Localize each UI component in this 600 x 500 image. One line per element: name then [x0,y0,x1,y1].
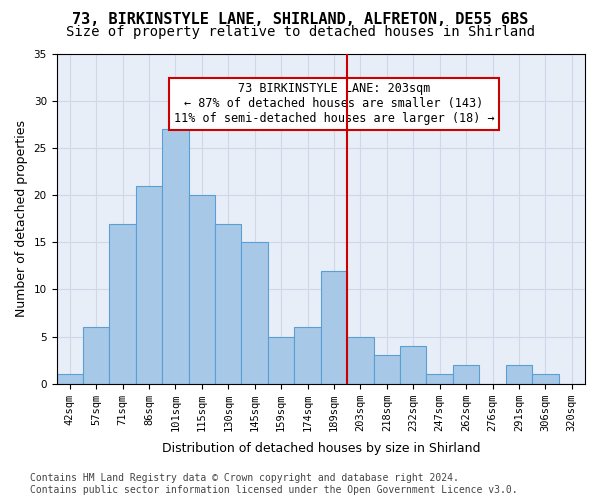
Bar [136,186,162,384]
Bar [532,374,559,384]
Bar [109,224,136,384]
Text: 73 BIRKINSTYLE LANE: 203sqm
← 87% of detached houses are smaller (143)
11% of se: 73 BIRKINSTYLE LANE: 203sqm ← 87% of det… [173,82,494,126]
Text: 73, BIRKINSTYLE LANE, SHIRLAND, ALFRETON, DE55 6BS: 73, BIRKINSTYLE LANE, SHIRLAND, ALFRETON… [72,12,528,28]
Bar [188,196,215,384]
Bar [295,327,321,384]
Bar [374,356,400,384]
Bar [268,336,295,384]
Bar [427,374,453,384]
Bar [347,336,374,384]
Text: Size of property relative to detached houses in Shirland: Size of property relative to detached ho… [65,25,535,39]
Bar [241,242,268,384]
Bar [400,346,427,384]
Text: Contains HM Land Registry data © Crown copyright and database right 2024.
Contai: Contains HM Land Registry data © Crown c… [30,474,518,495]
Bar [162,130,188,384]
Bar [321,270,347,384]
X-axis label: Distribution of detached houses by size in Shirland: Distribution of detached houses by size … [161,442,480,455]
Bar [56,374,83,384]
Y-axis label: Number of detached properties: Number of detached properties [15,120,28,318]
Bar [506,365,532,384]
Bar [215,224,241,384]
Bar [453,365,479,384]
Bar [83,327,109,384]
